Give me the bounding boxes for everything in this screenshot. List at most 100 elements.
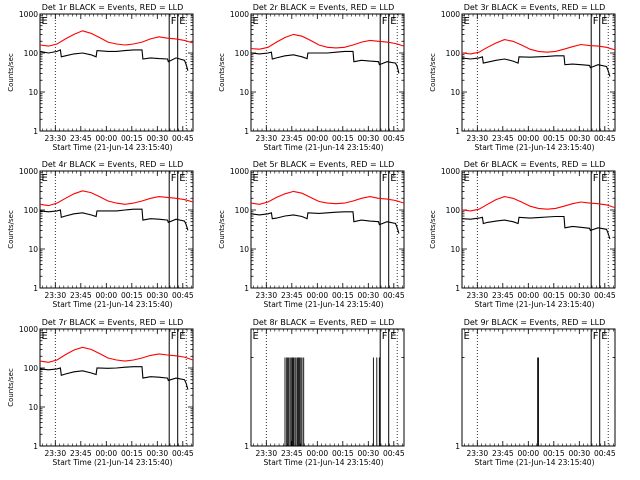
x-tick-label: 23:30 xyxy=(255,449,277,458)
lld-series-line xyxy=(461,39,616,55)
x-tick-label: 00:30 xyxy=(146,134,168,143)
x-tick-label: 00:00 xyxy=(95,449,117,458)
x-tick-label: 00:00 xyxy=(306,291,328,300)
x-tick-label: 00:00 xyxy=(517,291,539,300)
x-tick-label: 00:00 xyxy=(517,449,539,458)
marker-label: E xyxy=(464,16,470,27)
x-tick-label: 00:30 xyxy=(146,449,168,458)
panel-det-9: Det 9r BLACK = Events, RED = LLD 1 23:30 23… xyxy=(455,318,616,467)
y-tick-label: 1000 xyxy=(230,10,249,19)
marker-label: F xyxy=(171,16,177,27)
lld-series-line xyxy=(250,33,405,50)
y-axis-label: Counts/sec xyxy=(218,210,226,249)
y-tick-label: 1 xyxy=(455,127,460,136)
x-tick-label: 00:30 xyxy=(357,449,379,458)
y-tick-label: 1000 xyxy=(230,167,249,176)
x-tick-label: 23:30 xyxy=(255,134,277,143)
marker-label: E xyxy=(390,331,396,342)
y-tick-label: 100 xyxy=(235,206,250,215)
y-tick-label: 100 xyxy=(446,206,461,215)
x-tick-label: 23:45 xyxy=(492,449,514,458)
x-tick-label: 23:45 xyxy=(281,449,303,458)
y-tick-label: 1 xyxy=(455,284,460,293)
x-tick-label: 23:45 xyxy=(492,134,514,143)
y-tick-label: 100 xyxy=(235,49,250,58)
y-tick-label: 1 xyxy=(244,127,249,136)
marker-label: F xyxy=(593,16,599,27)
panel-title: Det 2r BLACK = Events, RED = LLD xyxy=(253,3,395,12)
x-tick-label: 00:30 xyxy=(146,291,168,300)
marker-label: F xyxy=(382,16,388,27)
x-tick-label: 00:30 xyxy=(568,449,590,458)
panel-title: Det 7r BLACK = Events, RED = LLD xyxy=(42,318,184,327)
events-series-line xyxy=(39,208,189,231)
y-tick-label: 1000 xyxy=(441,10,460,19)
marker-label: E xyxy=(253,16,259,27)
x-tick-label: 23:30 xyxy=(466,449,488,458)
x-tick-label: 23:45 xyxy=(70,134,92,143)
y-tick-label: 1 xyxy=(33,284,38,293)
x-tick-label: 23:45 xyxy=(281,291,303,300)
x-axis-label: Start Time (21-Jun-14 23:15:40) xyxy=(475,458,595,467)
x-tick-label: 23:30 xyxy=(466,291,488,300)
y-tick-label: 10 xyxy=(28,88,38,97)
x-tick-label: 00:45 xyxy=(594,134,616,143)
lld-series-line xyxy=(461,196,616,212)
x-tick-label: 23:45 xyxy=(70,291,92,300)
x-tick-label: 23:45 xyxy=(492,291,514,300)
marker-label: E xyxy=(253,173,259,184)
y-tick-label: 1 xyxy=(33,442,38,451)
x-tick-label: 23:30 xyxy=(44,291,66,300)
y-axis-label: Counts/sec xyxy=(7,53,15,92)
marker-label: E xyxy=(390,173,396,184)
x-tick-label: 00:45 xyxy=(172,291,194,300)
y-tick-label: 1000 xyxy=(19,10,38,19)
x-axis-label: Start Time (21-Jun-14 23:15:40) xyxy=(53,458,173,467)
x-axis-label: Start Time (21-Jun-14 23:15:40) xyxy=(475,143,595,152)
panel-title: Det 8r BLACK = Events, RED = LLD xyxy=(253,318,395,327)
marker-label: E xyxy=(179,331,185,342)
x-tick-label: 00:45 xyxy=(172,134,194,143)
x-tick-label: 00:30 xyxy=(357,134,379,143)
x-tick-label: 00:45 xyxy=(383,291,405,300)
x-tick-label: 00:45 xyxy=(594,291,616,300)
marker-label: F xyxy=(593,173,599,184)
lld-series-line xyxy=(39,30,194,47)
y-tick-label: 1000 xyxy=(19,167,38,176)
y-axis-label: Counts/sec xyxy=(429,210,437,249)
y-tick-label: 10 xyxy=(28,403,38,412)
plot-frame xyxy=(250,13,405,132)
y-tick-label: 1 xyxy=(244,284,249,293)
plot-frame xyxy=(250,170,405,289)
marker-label: F xyxy=(171,331,177,342)
x-tick-label: 00:15 xyxy=(121,134,143,143)
marker-label: E xyxy=(42,331,48,342)
y-tick-label: 10 xyxy=(450,245,460,254)
marker-label: E xyxy=(42,173,48,184)
x-axis-label: Start Time (21-Jun-14 23:15:40) xyxy=(53,300,173,309)
x-tick-label: 23:45 xyxy=(70,449,92,458)
plot-frame xyxy=(250,328,405,447)
x-tick-label: 00:45 xyxy=(594,449,616,458)
x-tick-label: 00:45 xyxy=(383,134,405,143)
marker-label: E xyxy=(179,173,185,184)
x-tick-label: 00:15 xyxy=(121,449,143,458)
panel-title: Det 5r BLACK = Events, RED = LLD xyxy=(253,160,395,169)
plot-frame xyxy=(39,328,194,447)
y-tick-label: 100 xyxy=(24,206,39,215)
plot-frame xyxy=(461,13,616,132)
x-tick-label: 00:00 xyxy=(517,134,539,143)
x-tick-label: 00:30 xyxy=(357,291,379,300)
y-tick-label: 100 xyxy=(24,364,39,373)
events-series-line xyxy=(250,211,400,234)
y-tick-label: 100 xyxy=(446,49,461,58)
x-tick-label: 00:15 xyxy=(543,291,565,300)
x-tick-label: 23:30 xyxy=(44,449,66,458)
marker-label: E xyxy=(601,173,607,184)
x-tick-label: 00:15 xyxy=(332,291,354,300)
panel-det-8: Det 8r BLACK = Events, RED = LLD 1 23:30 23… xyxy=(244,318,405,467)
y-tick-label: 1 xyxy=(244,442,249,451)
y-tick-label: 10 xyxy=(239,245,249,254)
y-axis-label: Counts/sec xyxy=(7,368,15,407)
